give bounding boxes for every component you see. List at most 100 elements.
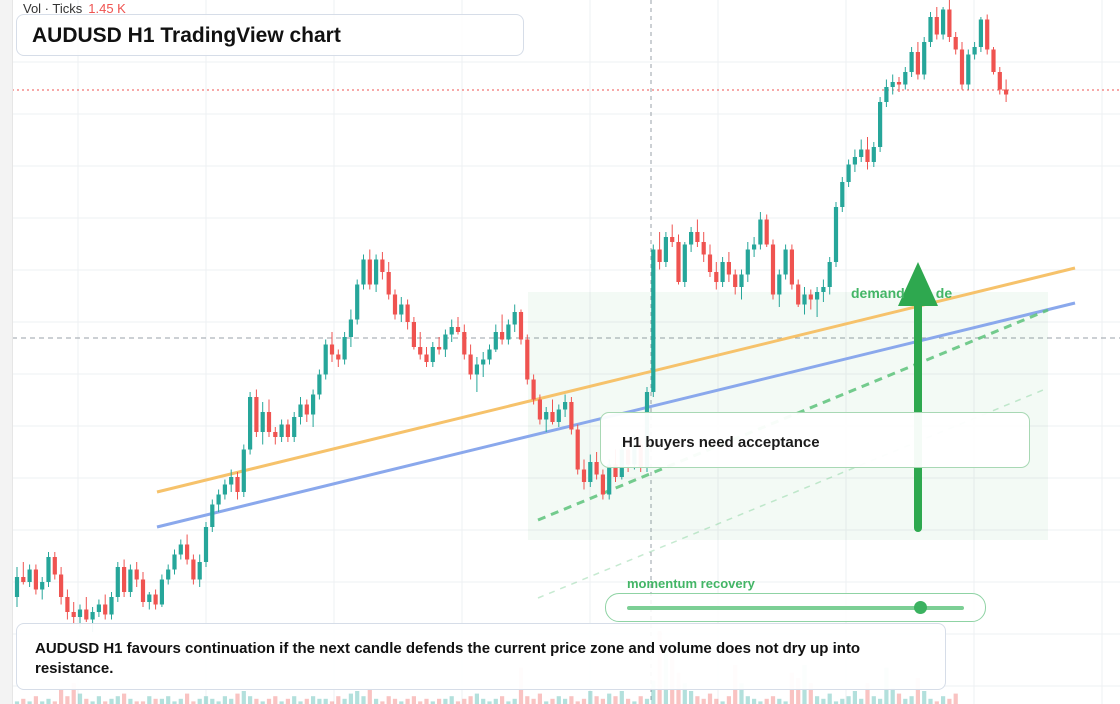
- candle: [222, 479, 227, 500]
- candle-body: [500, 332, 505, 340]
- candle-body: [871, 147, 876, 162]
- candle: [695, 219, 700, 247]
- candle: [474, 357, 479, 392]
- candle-body: [726, 262, 731, 275]
- candle: [386, 262, 391, 300]
- candle: [934, 7, 939, 40]
- volume-bar: [374, 698, 379, 704]
- momentum-knob[interactable]: [913, 601, 927, 614]
- candle: [185, 534, 190, 565]
- volume-bar: [392, 698, 398, 704]
- volume-bar: [651, 680, 656, 704]
- candle-body: [355, 284, 360, 320]
- candle: [739, 269, 744, 300]
- candle: [941, 7, 946, 40]
- annotation-note-text: H1 buyers need acceptance: [622, 434, 820, 451]
- candle: [462, 324, 467, 360]
- candle-body: [172, 554, 177, 570]
- volume-bar: [285, 698, 290, 704]
- candle: [972, 42, 977, 60]
- candle-body: [972, 47, 977, 55]
- candle-body: [260, 412, 265, 432]
- candle: [821, 279, 826, 302]
- candle-body: [455, 327, 461, 332]
- candle-body: [178, 544, 183, 555]
- candle-body: [745, 249, 750, 275]
- volume-legend: Vol · Ticks 1.45 K: [23, 1, 126, 16]
- candle-body: [424, 354, 429, 362]
- volume-bar: [197, 698, 202, 704]
- volume-bar: [172, 701, 177, 704]
- candle: [493, 324, 498, 352]
- volume-bar: [273, 696, 278, 704]
- candle: [770, 239, 776, 300]
- candle: [317, 369, 322, 400]
- volume-bar: [355, 691, 360, 704]
- volume-bar: [411, 696, 416, 704]
- candle-body: [859, 149, 864, 157]
- candle-body: [210, 504, 215, 527]
- volume-bar: [178, 698, 183, 704]
- candle: [707, 244, 713, 277]
- candle-body: [909, 52, 914, 72]
- candle-body: [14, 577, 20, 597]
- volume-bar: [109, 698, 114, 704]
- candle-body: [311, 394, 316, 415]
- volume-bar: [134, 701, 139, 704]
- candle-body: [336, 354, 341, 360]
- candle: [323, 339, 328, 380]
- candle: [424, 347, 429, 367]
- volume-bar: [903, 698, 908, 704]
- volume-bar: [764, 698, 769, 704]
- volume-bar: [581, 698, 587, 704]
- volume-bar: [600, 698, 605, 704]
- price-scale-edge: [0, 0, 13, 704]
- candle: [33, 564, 38, 595]
- candle-body: [928, 17, 933, 42]
- candle: [663, 232, 668, 267]
- volume-bar: [575, 701, 580, 704]
- candle-body: [317, 374, 322, 395]
- candle-body: [46, 557, 51, 582]
- candle: [405, 299, 410, 330]
- candle-body: [392, 294, 398, 315]
- volume-bar: [430, 701, 435, 704]
- volume-bar: [619, 691, 624, 704]
- candle-body: [77, 609, 83, 617]
- candle-body: [531, 379, 536, 400]
- candle: [418, 332, 423, 360]
- volume-bar: [922, 691, 927, 704]
- candle: [544, 407, 549, 432]
- candle-body: [159, 579, 164, 605]
- volume-bar: [254, 698, 259, 704]
- candle-body: [122, 567, 127, 592]
- candle-body: [405, 304, 410, 322]
- candle: [399, 297, 404, 322]
- volume-bar: [185, 693, 190, 704]
- candle-body: [185, 544, 190, 560]
- candle: [563, 394, 568, 417]
- candle-body: [279, 424, 284, 437]
- candle-body: [235, 477, 240, 492]
- candle-body: [733, 274, 738, 287]
- candle-body: [802, 294, 807, 305]
- momentum-meter[interactable]: [605, 593, 986, 622]
- candle-body: [896, 82, 902, 85]
- volume-bar: [569, 696, 574, 704]
- candle-body: [191, 559, 196, 580]
- candle-body: [518, 312, 524, 340]
- candle-body: [380, 259, 385, 272]
- volume-bar: [342, 698, 347, 704]
- candle-body: [273, 432, 278, 437]
- volume-bar: [506, 701, 511, 704]
- candle: [65, 589, 70, 620]
- candle: [777, 269, 782, 307]
- candle-body: [953, 37, 958, 50]
- volume-bar: [720, 701, 725, 704]
- volume-bar: [682, 683, 687, 704]
- candle-body: [399, 304, 404, 315]
- volume-bar: [348, 693, 353, 704]
- volume-bar: [947, 698, 952, 704]
- candle-body: [153, 594, 158, 605]
- volume-bar: [909, 696, 914, 704]
